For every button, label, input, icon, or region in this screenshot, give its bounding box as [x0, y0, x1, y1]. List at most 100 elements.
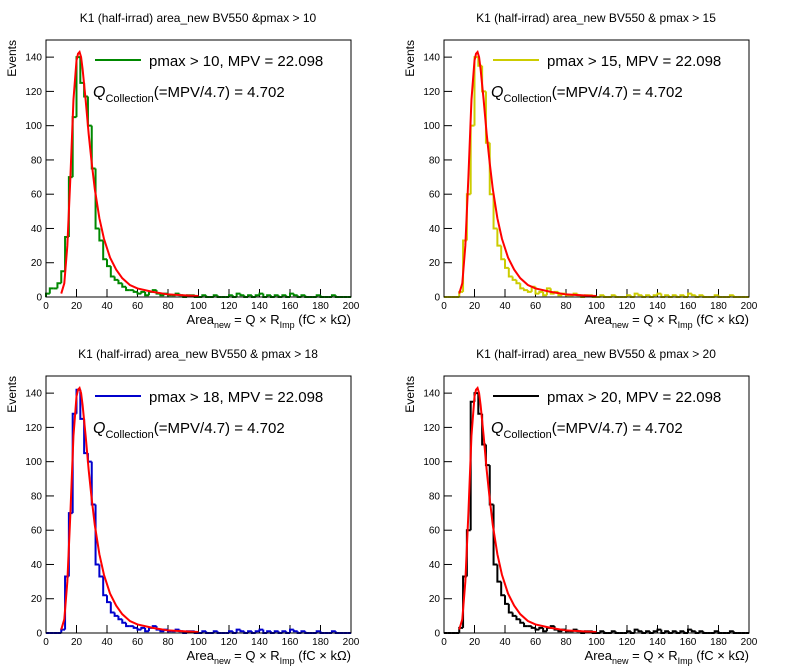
- histogram-bin: [292, 629, 298, 633]
- x-tick-label: 140: [251, 637, 268, 648]
- histogram-bin: [140, 626, 146, 630]
- x-tick-label: 100: [588, 637, 605, 648]
- histogram-bin: [698, 630, 704, 633]
- x-tick-label: 180: [710, 301, 727, 312]
- x-tick-label: 180: [312, 301, 329, 312]
- x-label-main: Area: [187, 648, 215, 663]
- histogram-bin: [266, 630, 271, 633]
- histogram-bin: [526, 290, 532, 293]
- histogram-bin: [258, 292, 264, 296]
- y-tick-label: 0: [36, 629, 42, 640]
- histogram-bin: [549, 288, 555, 295]
- x-tick-label: 80: [162, 301, 174, 312]
- histogram-bin: [504, 595, 509, 605]
- x-label-mid: = Q × R: [629, 312, 678, 327]
- annotation-sub: Collection: [105, 429, 153, 441]
- y-tick-label: 120: [423, 423, 440, 434]
- legend-label: pmax > 15, MPV = 22.098: [547, 53, 721, 70]
- annotation-text: (=MPV/4.7) = 4.702: [154, 420, 285, 437]
- histogram-bin: [492, 194, 498, 230]
- annotation-sub: Collection: [105, 93, 153, 105]
- histogram-bin: [212, 294, 218, 297]
- y-tick-label: 100: [423, 121, 440, 132]
- annotation-symbol: Q: [93, 84, 105, 101]
- x-tick-label: 200: [741, 301, 758, 312]
- histogram-bin: [599, 630, 605, 633]
- panel: K1 (half-irrad) area_new BV550 & pmax > …: [5, 347, 360, 666]
- x-label-sub: new: [612, 656, 629, 666]
- histogram-bin: [235, 628, 241, 633]
- x-label-main: Area: [187, 312, 215, 327]
- x-tick-label: 40: [499, 637, 511, 648]
- histogram-bin: [289, 628, 294, 633]
- histogram-bin: [515, 279, 521, 285]
- y-tick-label: 80: [31, 155, 43, 166]
- y-axis-label: Events: [403, 376, 417, 413]
- y-tick-label: 60: [429, 526, 441, 537]
- histogram-bin: [281, 294, 287, 297]
- histogram-bin: [292, 293, 298, 297]
- annotation: QCollection(=MPV/4.7) = 4.702: [93, 420, 285, 441]
- histogram-bin: [530, 626, 536, 629]
- annotation-text: (=MPV/4.7) = 4.702: [552, 420, 683, 437]
- histogram-bin: [542, 627, 547, 633]
- histogram-bin: [98, 564, 104, 578]
- fit-curve: [458, 385, 597, 633]
- fit-curve: [60, 385, 199, 633]
- x-label-sub2: Imp: [678, 656, 693, 666]
- y-tick-label: 20: [429, 594, 441, 605]
- histogram-bin: [247, 294, 252, 297]
- histogram-bin: [687, 292, 692, 297]
- histogram-bin: [212, 630, 218, 633]
- histogram-bin: [496, 228, 502, 247]
- y-tick-label: 140: [25, 53, 42, 64]
- x-tick-label: 60: [132, 637, 144, 648]
- histogram-bin: [496, 564, 502, 583]
- panel: K1 (half-irrad) area_new BV550 & pmax > …: [403, 11, 758, 330]
- y-tick-label: 100: [423, 457, 440, 468]
- y-axis-label: Events: [403, 40, 417, 77]
- chart-title: K1 (half-irrad) area_new BV550 & pmax > …: [476, 11, 716, 25]
- histogram-bin: [79, 57, 85, 84]
- x-label-sub2: Imp: [678, 320, 693, 330]
- x-tick-label: 160: [282, 637, 299, 648]
- x-tick-label: 140: [251, 301, 268, 312]
- x-tick-label: 140: [649, 637, 666, 648]
- histogram-bin: [79, 389, 85, 420]
- x-label-mid: = Q × R: [231, 312, 280, 327]
- histogram-bin: [656, 292, 662, 296]
- x-tick-label: 20: [469, 637, 481, 648]
- y-tick-label: 40: [31, 560, 43, 571]
- y-tick-label: 120: [25, 87, 42, 98]
- histogram-bin: [545, 287, 551, 296]
- panel: K1 (half-irrad) area_new BV550 &pmax > 1…: [5, 11, 360, 330]
- histogram-bin: [511, 612, 517, 617]
- y-tick-label: 80: [429, 155, 441, 166]
- histogram-bin: [652, 630, 658, 633]
- x-tick-label: 160: [680, 637, 697, 648]
- histogram-bin: [519, 619, 525, 624]
- histogram-bin: [201, 630, 207, 633]
- x-tick-label: 60: [530, 637, 542, 648]
- histogram-bin: [132, 626, 138, 629]
- x-tick-label: 200: [741, 637, 758, 648]
- histogram-bin: [117, 279, 123, 285]
- histogram-bin: [121, 619, 127, 624]
- histogram-bin: [106, 259, 111, 268]
- histogram-bin: [113, 276, 119, 281]
- histogram-bin: [125, 622, 130, 628]
- x-tick-label: 160: [282, 301, 299, 312]
- histogram-bin: [254, 294, 260, 297]
- histogram-bin: [254, 630, 260, 633]
- histogram-bin: [610, 294, 616, 297]
- annotation-symbol: Q: [491, 84, 503, 101]
- histogram-bin: [728, 294, 734, 297]
- x-tick-label: 120: [619, 301, 636, 312]
- x-label-main: Area: [585, 648, 613, 663]
- histogram-bin: [538, 626, 544, 630]
- annotation-symbol: Q: [93, 420, 105, 437]
- x-tick-label: 100: [190, 301, 207, 312]
- histogram-bin: [48, 287, 54, 294]
- chart-title: K1 (half-irrad) area_new BV550 & pmax > …: [78, 347, 318, 361]
- x-tick-label: 160: [680, 301, 697, 312]
